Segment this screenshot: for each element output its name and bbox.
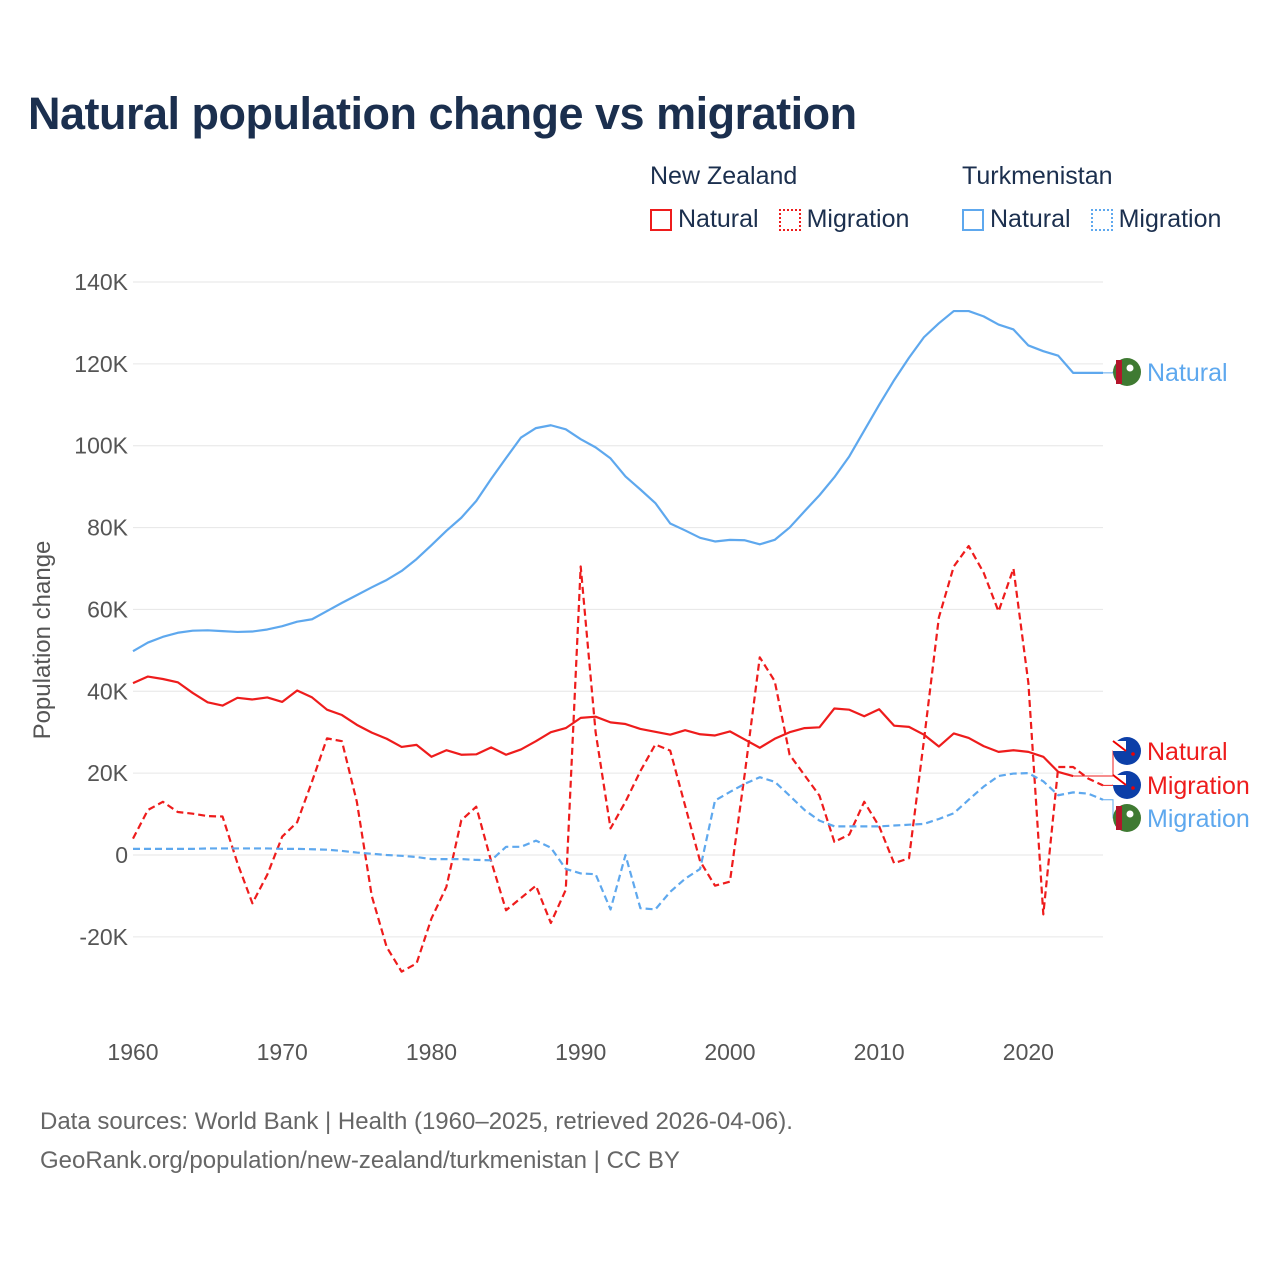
y-tick-label: 100K bbox=[74, 433, 128, 459]
end-label: Natural bbox=[1147, 738, 1228, 766]
y-tick-label: 120K bbox=[74, 351, 128, 377]
x-tick-label: 1980 bbox=[406, 1039, 457, 1065]
legend-row-turkmenistan: Natural Migration bbox=[962, 205, 1241, 234]
legend-row-new-zealand: Natural Migration bbox=[650, 205, 929, 234]
solid-swatch-icon bbox=[650, 208, 672, 231]
y-axis-label: Population change bbox=[29, 541, 56, 740]
x-tick-label: 2010 bbox=[854, 1039, 905, 1065]
legend-item-tm-natural[interactable]: Natural bbox=[962, 205, 1071, 234]
series-line-turkmenistan-migration bbox=[133, 772, 1104, 911]
footer-sources: Data sources: World Bank | Health (1960–… bbox=[40, 1108, 793, 1135]
legend-item-tm-migration[interactable]: Migration bbox=[1090, 205, 1222, 234]
series-line-turkmenistan-natural bbox=[132, 309, 1103, 653]
end-label: Migration bbox=[1147, 805, 1250, 833]
dotted-swatch-icon bbox=[778, 208, 801, 231]
legend-item-nz-natural[interactable]: Natural bbox=[650, 205, 759, 234]
flag-star bbox=[1131, 786, 1135, 790]
x-tick-label: 1960 bbox=[107, 1039, 158, 1065]
flag-stripe bbox=[1116, 360, 1122, 384]
chart-title: Natural population change vs migration bbox=[28, 88, 857, 139]
y-tick-label: -20K bbox=[79, 924, 128, 950]
legend-item-nz-migration[interactable]: Migration bbox=[778, 205, 910, 234]
x-tick-label: 1970 bbox=[257, 1039, 308, 1065]
y-tick-label: 80K bbox=[87, 515, 129, 541]
dotted-swatch-icon bbox=[1090, 208, 1113, 231]
footer-link[interactable]: GeoRank.org/population/new-zealand/turkm… bbox=[40, 1147, 680, 1174]
x-tick-label: 1990 bbox=[555, 1039, 606, 1065]
flag-crescent bbox=[1126, 364, 1134, 372]
y-tick-label: 60K bbox=[87, 596, 129, 622]
y-tick-label: 0 bbox=[115, 842, 128, 868]
flag-cross bbox=[1112, 740, 1127, 752]
legend-label: Natural bbox=[678, 205, 759, 233]
label-connector bbox=[1103, 799, 1115, 819]
series-line-new-zealand-migration bbox=[132, 544, 1104, 973]
legend-group-turkmenistan: Turkmenistan bbox=[962, 162, 1113, 190]
legend-group-new-zealand: New Zealand bbox=[650, 162, 798, 190]
legend-label: Natural bbox=[990, 205, 1071, 233]
y-tick-label: 140K bbox=[74, 269, 128, 295]
end-label: Natural bbox=[1147, 359, 1228, 387]
legend-label: Migration bbox=[806, 205, 910, 233]
flag-star bbox=[1131, 752, 1135, 756]
flag-crescent bbox=[1126, 810, 1134, 818]
end-label: Migration bbox=[1147, 772, 1250, 800]
y-tick-label: 40K bbox=[87, 678, 129, 704]
flag-stripe bbox=[1116, 806, 1122, 830]
y-tick-label: 20K bbox=[87, 760, 129, 786]
series-line-new-zealand-natural bbox=[132, 675, 1074, 778]
x-tick-label: 2020 bbox=[1003, 1039, 1054, 1065]
legend-label: Migration bbox=[1118, 205, 1222, 233]
solid-swatch-icon bbox=[962, 208, 984, 231]
x-tick-label: 2000 bbox=[704, 1039, 755, 1065]
flag-cross bbox=[1112, 774, 1127, 786]
